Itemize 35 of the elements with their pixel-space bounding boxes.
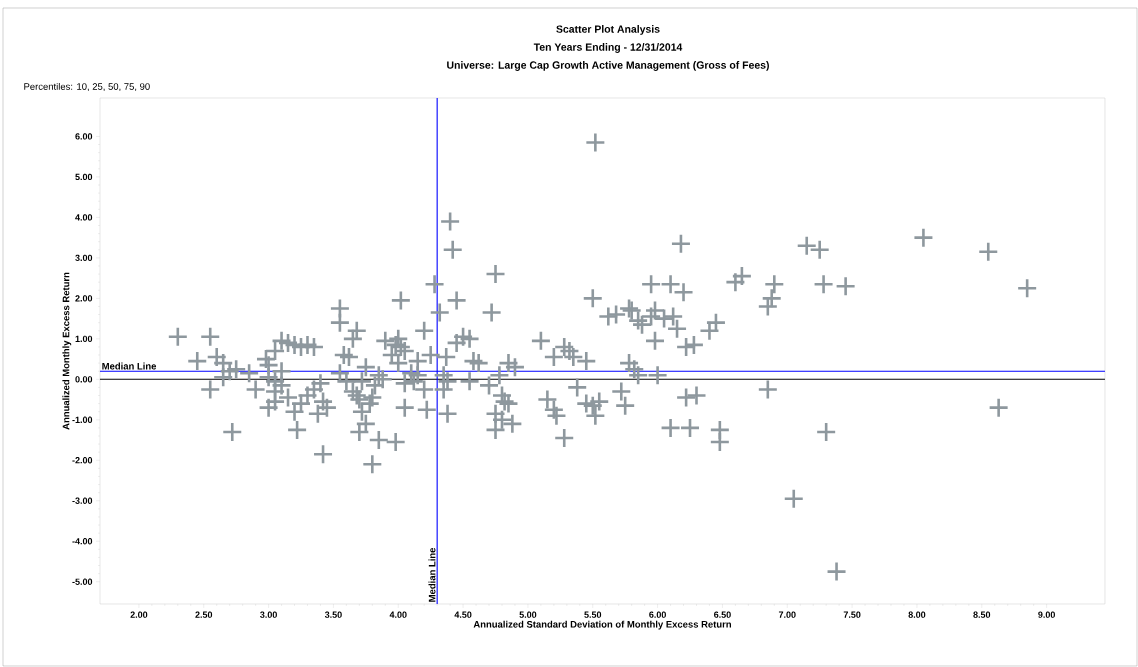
x-tick-label: 3.50 bbox=[324, 611, 342, 618]
y-axis-title: Annualized Monthly Excess Return bbox=[62, 272, 72, 430]
y-tick-label: 3.00 bbox=[75, 254, 93, 262]
x-tick-label: 4.00 bbox=[389, 611, 407, 618]
x-tick-label: 7.00 bbox=[778, 611, 796, 618]
x-tick-label: 9.00 bbox=[1038, 611, 1055, 618]
text: Percentiles: 10, 25, 50, 75, 90 bbox=[24, 82, 150, 92]
x-tick-label: 3.00 bbox=[260, 611, 277, 618]
x-tick-label: 7.50 bbox=[843, 611, 861, 618]
ref-line-label: Median Line bbox=[102, 362, 157, 370]
x-axis-title: Annualized Standard Deviation of Monthly Excess Return bbox=[473, 620, 731, 630]
text: Universe: Large Cap Growth Active Management (Gross of Fees) bbox=[447, 61, 769, 71]
y-tick-label: 2.00 bbox=[75, 295, 93, 302]
y-tick-label: 1.00 bbox=[75, 335, 93, 343]
x-tick-label: 6.00 bbox=[649, 611, 666, 618]
x-tick-label: 5.50 bbox=[584, 611, 602, 618]
y-tick-label: 0.00 bbox=[75, 376, 93, 383]
y-tick-label: -1.00 bbox=[72, 416, 93, 423]
y-tick-label: -3.00 bbox=[72, 497, 93, 504]
x-tick-label: 8.50 bbox=[973, 611, 991, 618]
x-tick-label: 5.00 bbox=[519, 611, 537, 618]
y-tick-label: 4.00 bbox=[75, 214, 93, 221]
y-tick-label: -5.00 bbox=[72, 578, 93, 585]
y-tick-label: 5.00 bbox=[75, 173, 93, 181]
chart-subtitle: Ten Years Ending - 12/31/2014 bbox=[533, 43, 683, 53]
x-tick-label: 4.50 bbox=[454, 611, 472, 618]
x-tick-label: 2.50 bbox=[195, 611, 213, 618]
y-tick-label: -2.00 bbox=[72, 457, 93, 464]
x-tick-label: 2.00 bbox=[130, 611, 148, 618]
y-tick-label: 6.00 bbox=[75, 133, 93, 140]
y-tick-label: -4.00 bbox=[72, 538, 93, 545]
ref-line-label: Median Line bbox=[428, 547, 436, 602]
x-tick-label: 6.50 bbox=[714, 611, 731, 618]
chart-title: Scatter Plot Analysis bbox=[556, 25, 660, 35]
x-tick-label: 8.00 bbox=[908, 611, 926, 618]
